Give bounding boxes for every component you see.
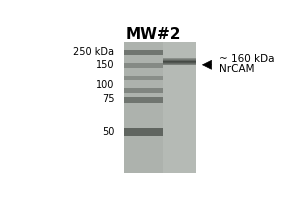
Bar — [163, 61, 196, 62]
Text: 50: 50 — [102, 127, 114, 137]
Text: 100: 100 — [96, 80, 114, 90]
Bar — [124, 97, 163, 103]
Bar — [124, 50, 163, 55]
Text: ~ 160 kDa: ~ 160 kDa — [219, 54, 274, 64]
Bar — [163, 59, 196, 60]
Bar — [124, 88, 163, 93]
Text: 250 kDa: 250 kDa — [73, 47, 114, 57]
Text: 75: 75 — [102, 94, 114, 104]
Text: NrCAM: NrCAM — [219, 64, 254, 74]
Bar — [124, 42, 163, 173]
Text: 150: 150 — [96, 60, 114, 70]
Text: MW#2: MW#2 — [126, 27, 182, 42]
Bar — [163, 63, 196, 64]
Bar — [163, 42, 196, 173]
Bar — [124, 128, 163, 136]
Bar — [163, 64, 196, 65]
Bar — [124, 63, 163, 68]
Bar — [163, 62, 196, 63]
Bar — [124, 76, 163, 80]
Bar — [163, 60, 196, 61]
Bar — [163, 58, 196, 59]
